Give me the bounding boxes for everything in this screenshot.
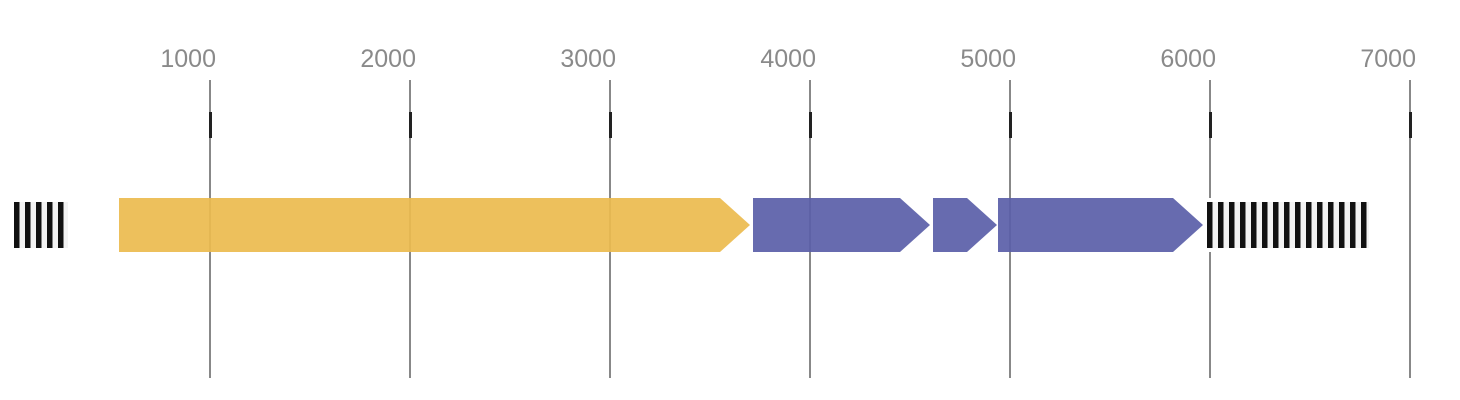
gridline-7000 (1409, 80, 1411, 378)
gene-arrow-purple-3 (998, 198, 1203, 252)
tick-label-3000: 3000 (560, 45, 616, 73)
tick-mark-2000 (408, 112, 412, 138)
gene-arrow-purple-2 (933, 198, 997, 252)
tick-label-4000: 4000 (760, 45, 816, 73)
tick-mark-5000 (1008, 112, 1012, 138)
tick-mark-4000 (808, 112, 812, 138)
tick-mark-7000 (1408, 112, 1412, 138)
tick-label-7000: 7000 (1360, 45, 1416, 73)
tick-mark-6000 (1208, 112, 1212, 138)
tick-mark-3000 (608, 112, 612, 138)
right-hatched-region (1203, 198, 1373, 252)
left-hatched-region (10, 198, 72, 252)
tick-label-6000: 6000 (1160, 45, 1216, 73)
tick-mark-1000 (208, 112, 212, 138)
gene-arrow-yellow (119, 198, 750, 252)
tick-label-5000: 5000 (960, 45, 1016, 73)
tick-label-2000: 2000 (360, 45, 416, 73)
tick-label-1000: 1000 (160, 45, 216, 73)
gene-arrow-purple-1 (753, 198, 930, 252)
